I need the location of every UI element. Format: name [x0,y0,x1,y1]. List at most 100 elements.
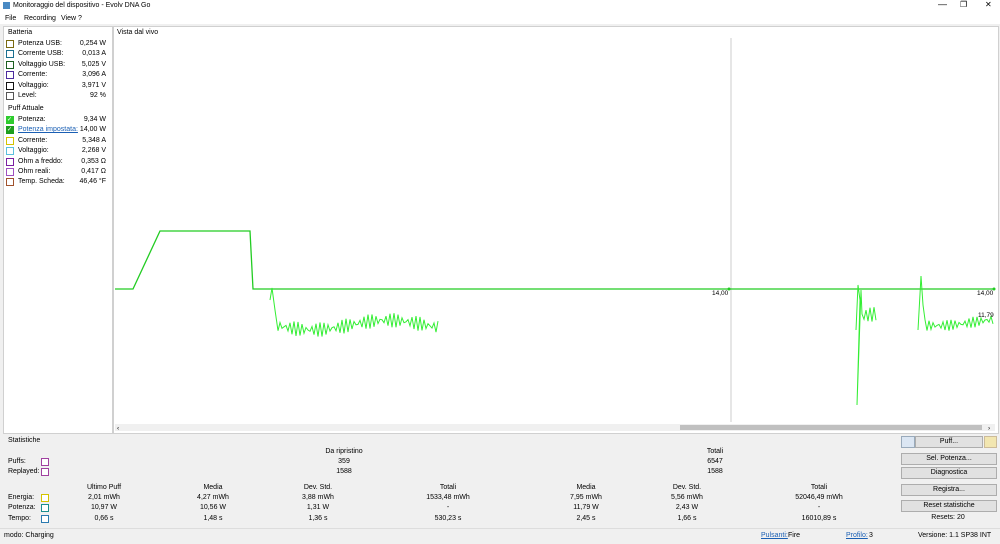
group-header: Da ripristino [325,448,363,455]
checkbox[interactable] [41,504,49,513]
row-label[interactable]: Potenza impostata: [18,126,78,134]
checkbox[interactable] [6,50,14,59]
checkbox[interactable]: ✓ [6,116,14,124]
button[interactable]: Puff... [915,436,983,448]
stats-value: 1,31 W [306,504,330,512]
row-label: Ohm reali: [18,168,51,175]
icon-button[interactable] [984,436,997,448]
menu-item[interactable]: View [61,15,77,22]
status-label[interactable]: Profilo: [846,532,868,539]
checkbox[interactable] [6,136,14,145]
checkbox[interactable] [6,40,14,48]
button[interactable]: Registra... [901,484,997,496]
power-trace [269,287,439,337]
stats-label: Potenza: [8,504,36,512]
row-label: Voltaggio USB: [18,60,66,68]
row-value: 92 % [90,92,106,99]
checkbox[interactable] [6,157,14,166]
stats-value: 530,23 s [434,514,462,522]
stats-value: 6547 [707,458,723,465]
column-header: Dev. Std. [303,484,333,491]
stats-value: 10,97 W [90,504,118,512]
stats-value: 2,43 W [675,504,699,512]
menu-item[interactable]: ? [78,15,82,22]
row-value: 5,348 A [82,136,106,144]
menu-item[interactable]: File [5,15,17,22]
stats-value: 1533,48 mWh [426,494,470,501]
checkbox[interactable] [41,514,49,523]
checkbox[interactable] [6,92,14,100]
row-label: Ohm a freddo: [18,157,63,165]
cursor-dot [992,287,996,291]
stats-label: Replayed: [8,468,40,475]
checkbox[interactable] [6,168,14,176]
stats-label: Tempo: [8,514,31,522]
checkbox[interactable] [41,494,49,502]
checkbox[interactable] [41,458,49,466]
stats-label: Energia: [8,494,35,501]
stats-value: 1,48 s [203,514,223,522]
row-label: Voltaggio: [18,81,49,89]
chart-title: Vista dal vivo [117,29,159,36]
checkbox[interactable] [6,81,14,90]
setpoint-trace [115,230,995,290]
stats-value: 52046,49 mWh [795,494,843,501]
stats-value: 2,01 mWh [88,494,120,501]
menu-item[interactable]: Recording [24,15,56,22]
checkbox[interactable]: ✓ [6,126,14,135]
trace-label: 11,79 [978,312,994,319]
status-label[interactable]: Pulsanti: [761,532,788,539]
checkbox[interactable] [41,468,49,476]
stats-value: 5,56 mWh [671,494,703,501]
icon-button[interactable] [901,436,915,448]
row-label: Potenza: [18,116,46,123]
button[interactable]: Diagnostica [901,467,997,479]
row-label: Level: [18,92,37,99]
row-value: 0,254 W [79,40,106,47]
scroll-track [115,424,995,431]
row-value: 2,268 V [81,147,106,155]
checkbox[interactable] [6,178,14,187]
row-label: Corrente USB: [18,50,64,58]
row-value: 46,46 °F [79,178,106,186]
row-label: Corrente: [18,136,48,144]
stats-title: Statistiche [8,437,41,444]
row-value: 14,00 W [79,126,106,134]
column-header: Totali [439,484,457,491]
row-value: 0,353 Ω [81,157,106,165]
stats-value: 2,45 s [576,514,596,522]
maximize[interactable]: ❐ [960,0,968,9]
stats-value: 0,66 s [94,514,114,522]
checkbox[interactable] [6,71,14,80]
stats-label: Puffs: [8,458,26,465]
status-version: Versione: 1.1 SP38 INT [918,532,992,539]
stats-value: 1,36 s [308,514,328,522]
button[interactable]: Reset statistiche [901,500,997,512]
stats-value: 11,79 W [573,504,599,512]
row-value: 9,34 W [83,116,106,123]
minimize[interactable]: — [938,0,947,9]
stats-value: 16010,89 s [801,514,837,522]
stats-value: 1588 [336,468,352,475]
row-label: Temp. Scheda: [18,178,65,186]
row-value: 0,013 A [82,50,106,58]
checkbox[interactable] [6,60,14,69]
row-label: Corrente: [18,71,48,79]
app-icon [3,2,10,9]
status-bar [0,528,1000,544]
status-mode: modo: Charging [4,532,54,539]
scroll-thumb [680,425,982,430]
stats-value: 359 [338,458,350,465]
group-header: Totali [706,448,724,455]
checkbox[interactable] [6,147,14,156]
stats-value: 7,95 mWh [570,494,602,501]
close[interactable]: ✕ [985,0,992,9]
row-value: 0,417 Ω [81,168,106,175]
status-value: Fire [788,532,801,539]
button[interactable]: Sel. Potenza... [901,453,997,465]
stats-value: 1,66 s [677,514,697,522]
trace-label: 14,00 [712,290,729,297]
trace-label: 14,00 [977,290,994,297]
row-value: 3,096 A [82,71,106,79]
